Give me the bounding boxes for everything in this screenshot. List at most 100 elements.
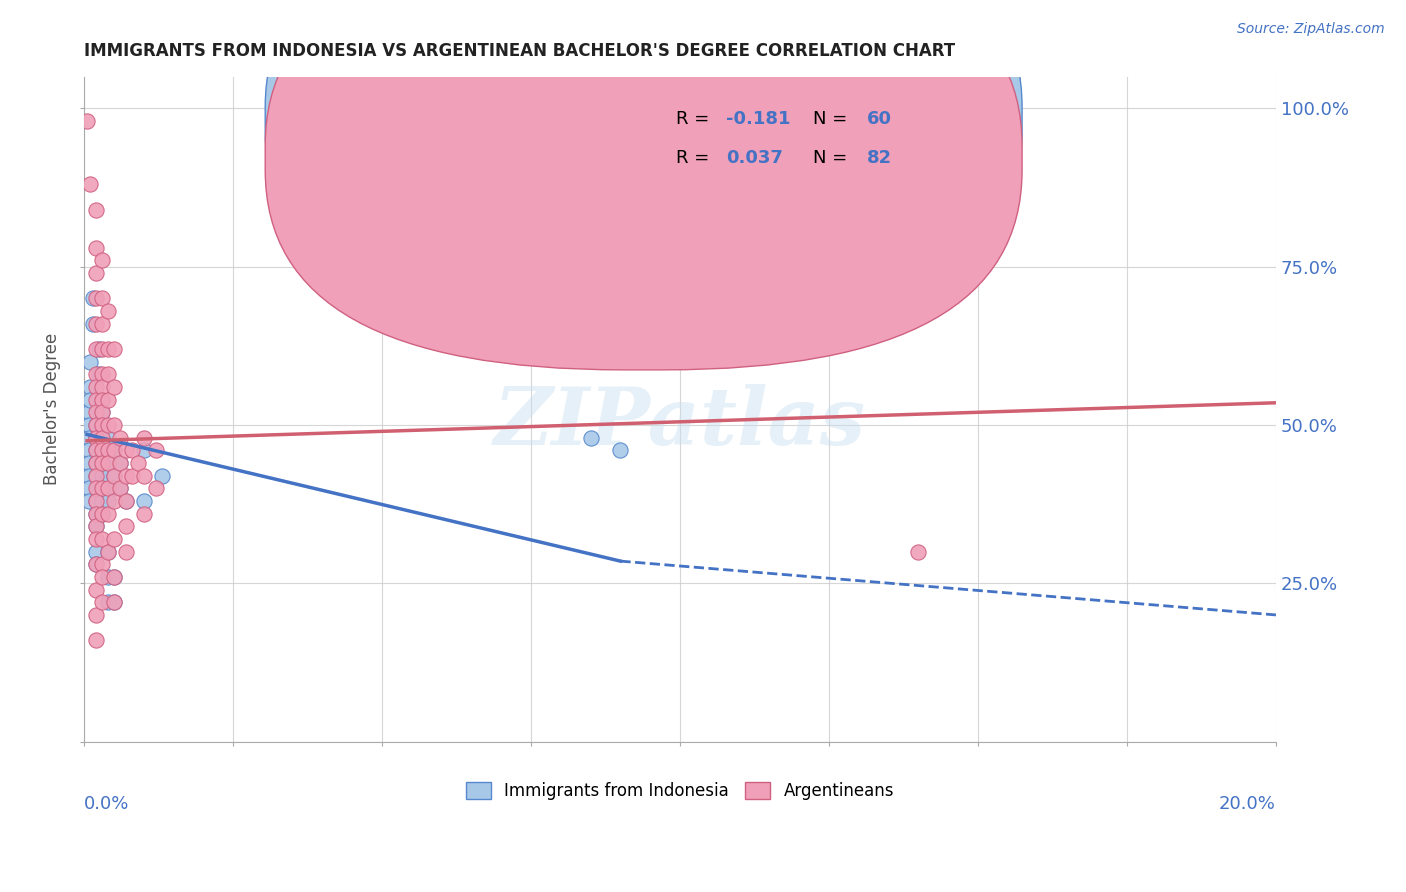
FancyBboxPatch shape [266, 0, 1022, 332]
Point [84, 417, 107, 432]
Text: R =: R = [676, 111, 716, 128]
Point [76, 114, 98, 128]
Point [79, 380, 101, 394]
Point [84, 443, 107, 458]
Point [114, 494, 136, 508]
Point [103, 468, 125, 483]
Point [77, 481, 100, 495]
Point [97, 456, 120, 470]
Point [114, 544, 136, 558]
Point [90, 481, 112, 495]
Point [84, 544, 107, 558]
Point [108, 431, 131, 445]
Point [97, 570, 120, 584]
Point [84, 494, 107, 508]
Text: IMMIGRANTS FROM INDONESIA VS ARGENTINEAN BACHELOR'S DEGREE CORRELATION CHART: IMMIGRANTS FROM INDONESIA VS ARGENTINEAN… [84, 42, 955, 60]
Point [97, 544, 120, 558]
Point [907, 544, 929, 558]
Point [90, 405, 112, 419]
Point [103, 380, 125, 394]
Point [145, 443, 167, 458]
Point [90, 443, 112, 458]
Text: N =: N = [814, 111, 853, 128]
Point [90, 291, 112, 305]
Point [97, 507, 120, 521]
Point [103, 570, 125, 584]
Point [97, 304, 120, 318]
Point [90, 405, 112, 419]
Point [97, 595, 120, 609]
Point [84, 456, 107, 470]
Point [84, 456, 107, 470]
Point [90, 494, 112, 508]
Point [103, 456, 125, 470]
Point [103, 417, 125, 432]
Point [84, 468, 107, 483]
Point [87, 368, 110, 382]
Point [108, 481, 131, 495]
Point [82, 291, 104, 305]
Point [97, 468, 120, 483]
Point [90, 443, 112, 458]
Point [84, 266, 107, 280]
Point [84, 241, 107, 255]
Point [84, 417, 107, 432]
Point [103, 443, 125, 458]
Point [90, 392, 112, 407]
Text: 60: 60 [868, 111, 893, 128]
Point [79, 392, 101, 407]
Point [103, 468, 125, 483]
Point [84, 481, 107, 495]
Point [77, 431, 100, 445]
Point [132, 443, 155, 458]
Point [84, 607, 107, 622]
Point [84, 558, 107, 572]
Point [84, 317, 107, 331]
Point [84, 532, 107, 546]
Point [90, 368, 112, 382]
Point [90, 417, 112, 432]
Point [90, 507, 112, 521]
Point [84, 468, 107, 483]
Point [90, 317, 112, 331]
Point [84, 519, 107, 533]
Point [84, 431, 107, 445]
FancyBboxPatch shape [266, 0, 1022, 370]
Point [90, 532, 112, 546]
Point [82, 317, 104, 331]
Text: ZIPatlas: ZIPatlas [494, 384, 866, 461]
Point [103, 532, 125, 546]
Point [77, 494, 100, 508]
Point [121, 468, 143, 483]
Point [114, 443, 136, 458]
Point [90, 431, 112, 445]
Point [84, 405, 107, 419]
Point [84, 558, 107, 572]
Point [90, 468, 112, 483]
Text: N =: N = [814, 149, 853, 167]
Point [97, 494, 120, 508]
Point [77, 405, 100, 419]
Text: 0.037: 0.037 [727, 149, 783, 167]
Point [84, 380, 107, 394]
Point [87, 342, 110, 356]
Point [132, 468, 155, 483]
Point [103, 595, 125, 609]
Point [97, 431, 120, 445]
Point [97, 544, 120, 558]
Text: 20.0%: 20.0% [1219, 795, 1277, 813]
Point [132, 494, 155, 508]
Legend: Immigrants from Indonesia, Argentineans: Immigrants from Indonesia, Argentineans [458, 775, 901, 806]
Point [77, 417, 100, 432]
Point [97, 342, 120, 356]
Point [84, 392, 107, 407]
Point [84, 291, 107, 305]
Point [103, 481, 125, 495]
Point [114, 519, 136, 533]
Point [103, 595, 125, 609]
Point [84, 431, 107, 445]
Point [108, 456, 131, 470]
Point [103, 570, 125, 584]
Point [84, 443, 107, 458]
Point [97, 417, 120, 432]
